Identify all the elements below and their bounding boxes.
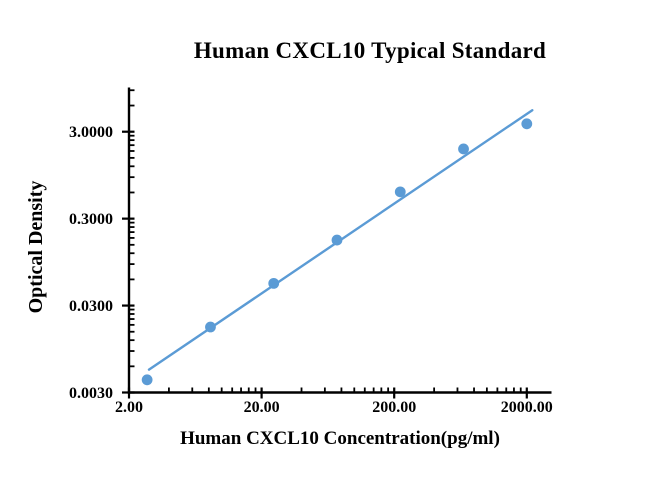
y-tick-label: 0.0030 — [69, 385, 113, 402]
trend-line — [147, 109, 534, 371]
y-tick-label: 3.0000 — [69, 124, 113, 141]
y-tick-label: 0.3000 — [69, 211, 113, 228]
x-tick-label: 2.00 — [115, 399, 143, 416]
x-tick-label: 200.00 — [372, 399, 416, 416]
data-point — [141, 374, 153, 386]
x-tick-label: 20.00 — [244, 399, 280, 416]
data-point — [458, 143, 469, 155]
x-tick-label: 2000.00 — [501, 399, 553, 416]
x-axis-title: Human CXCL10 Concentration(pg/ml) — [180, 428, 500, 449]
y-axis-title: Optical Density — [25, 180, 47, 314]
data-point — [521, 118, 533, 130]
y-tick-label: 0.0300 — [69, 298, 113, 315]
data-point — [394, 186, 406, 198]
chart-title: Human CXCL10 Typical Standard — [193, 38, 547, 63]
